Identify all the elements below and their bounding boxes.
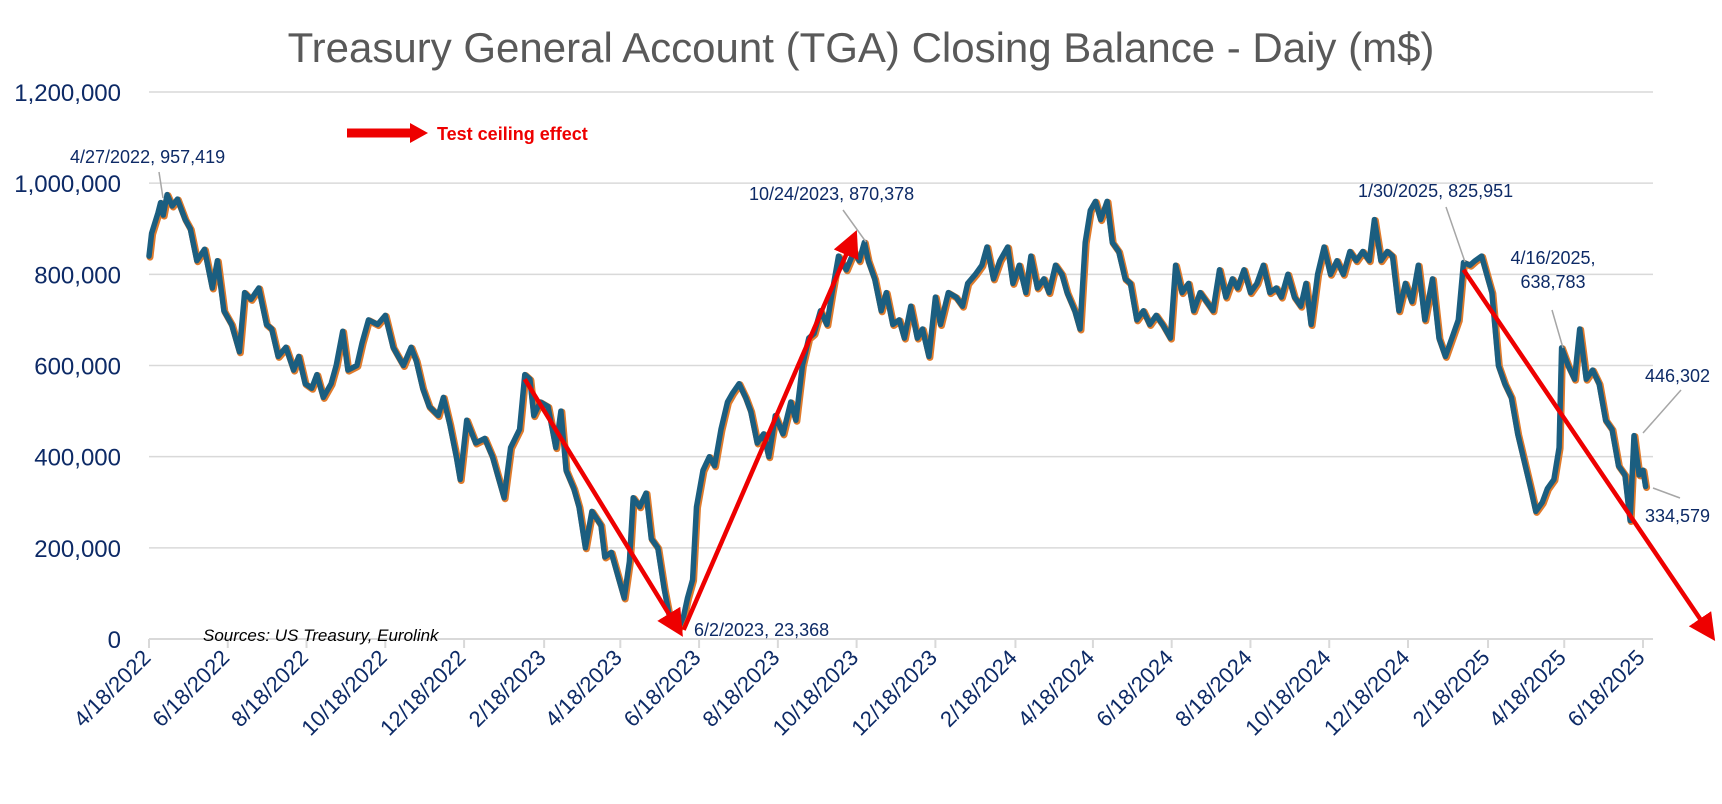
source-note: Sources: US Treasury, Eurolink: [203, 626, 440, 645]
annotations: 4/27/2022, 957,419 6/2/2023, 23,368 10/24/…: [70, 147, 1710, 640]
trend-arrow: [681, 230, 859, 631]
x-tick-label: 12/18/2022: [375, 645, 471, 741]
annotation-label: 4/16/2025, 638,783: [1510, 248, 1595, 292]
x-tick-label: 6/18/2022: [147, 645, 234, 732]
x-tick-label: 4/18/2024: [1013, 645, 1100, 732]
x-tick-label: 4/18/2025: [1484, 645, 1571, 732]
annotation-leader-line: [1551, 309, 1564, 349]
annotation-label: 446,302: [1645, 366, 1710, 386]
x-tick-label: 2/18/2025: [1408, 645, 1495, 732]
annotation-label-line: 638,783: [1520, 272, 1585, 292]
y-tick-label: 800,000: [34, 262, 121, 289]
series-line: [146, 191, 1649, 632]
x-tick-label: 4/18/2022: [69, 645, 156, 732]
y-axis: 0 200,000 400,000 600,000 800,000 1,000,000 1,…: [14, 80, 121, 654]
legend-note: Test ceiling effect: [347, 123, 588, 144]
series-line-shadow: [146, 192, 1651, 633]
y-tick-label: 0: [108, 627, 121, 654]
annotation-label: 1/30/2025, 825,951: [1358, 181, 1513, 201]
y-tick-label: 1,000,000: [14, 171, 121, 198]
x-tick-label: 6/18/2023: [619, 645, 706, 732]
trend-arrow: [522, 377, 683, 637]
x-tick-label: 4/18/2023: [540, 645, 627, 732]
annotation-label: 6/2/2023, 23,368: [694, 620, 829, 640]
y-tick-label: 600,000: [34, 354, 121, 381]
gridlines: [149, 91, 1653, 549]
annotation-leader-line: [1642, 389, 1682, 434]
annotation-label-line: 4/16/2025,: [1510, 248, 1595, 268]
y-tick-label: 200,000: [34, 536, 121, 563]
annotation-label: 10/24/2023, 870,378: [749, 184, 914, 204]
x-tick-label: 6/18/2025: [1563, 645, 1650, 732]
x-tick-label: 6/18/2024: [1091, 645, 1178, 732]
legend-note-text: Test ceiling effect: [437, 124, 588, 144]
annotation-leader-line: [1652, 487, 1681, 499]
y-tick-label: 1,200,000: [14, 80, 121, 107]
chart-title: Treasury General Account (TGA) Closing B…: [288, 24, 1435, 71]
x-tick-label: 2/18/2023: [464, 645, 551, 732]
trend-arrows: [522, 230, 1716, 642]
trend-arrow: [1461, 268, 1716, 642]
y-tick-label: 400,000: [34, 445, 121, 472]
x-tick-label: 12/18/2024: [1319, 645, 1415, 741]
x-axis: 4/18/20226/18/20228/18/202210/18/202212/…: [69, 638, 1653, 741]
x-tick-label: 12/18/2023: [846, 645, 942, 741]
annotation-label: 334,579: [1645, 506, 1710, 526]
annotation-leader-line: [842, 209, 867, 243]
annotation-label: 4/27/2022, 957,419: [70, 147, 225, 167]
annotation-leader-line: [158, 171, 164, 199]
series-layer: [146, 191, 1651, 633]
annotation-leader-line: [1445, 206, 1466, 263]
legend-arrowhead-icon: [410, 123, 428, 143]
x-tick-label: 2/18/2024: [935, 645, 1022, 732]
